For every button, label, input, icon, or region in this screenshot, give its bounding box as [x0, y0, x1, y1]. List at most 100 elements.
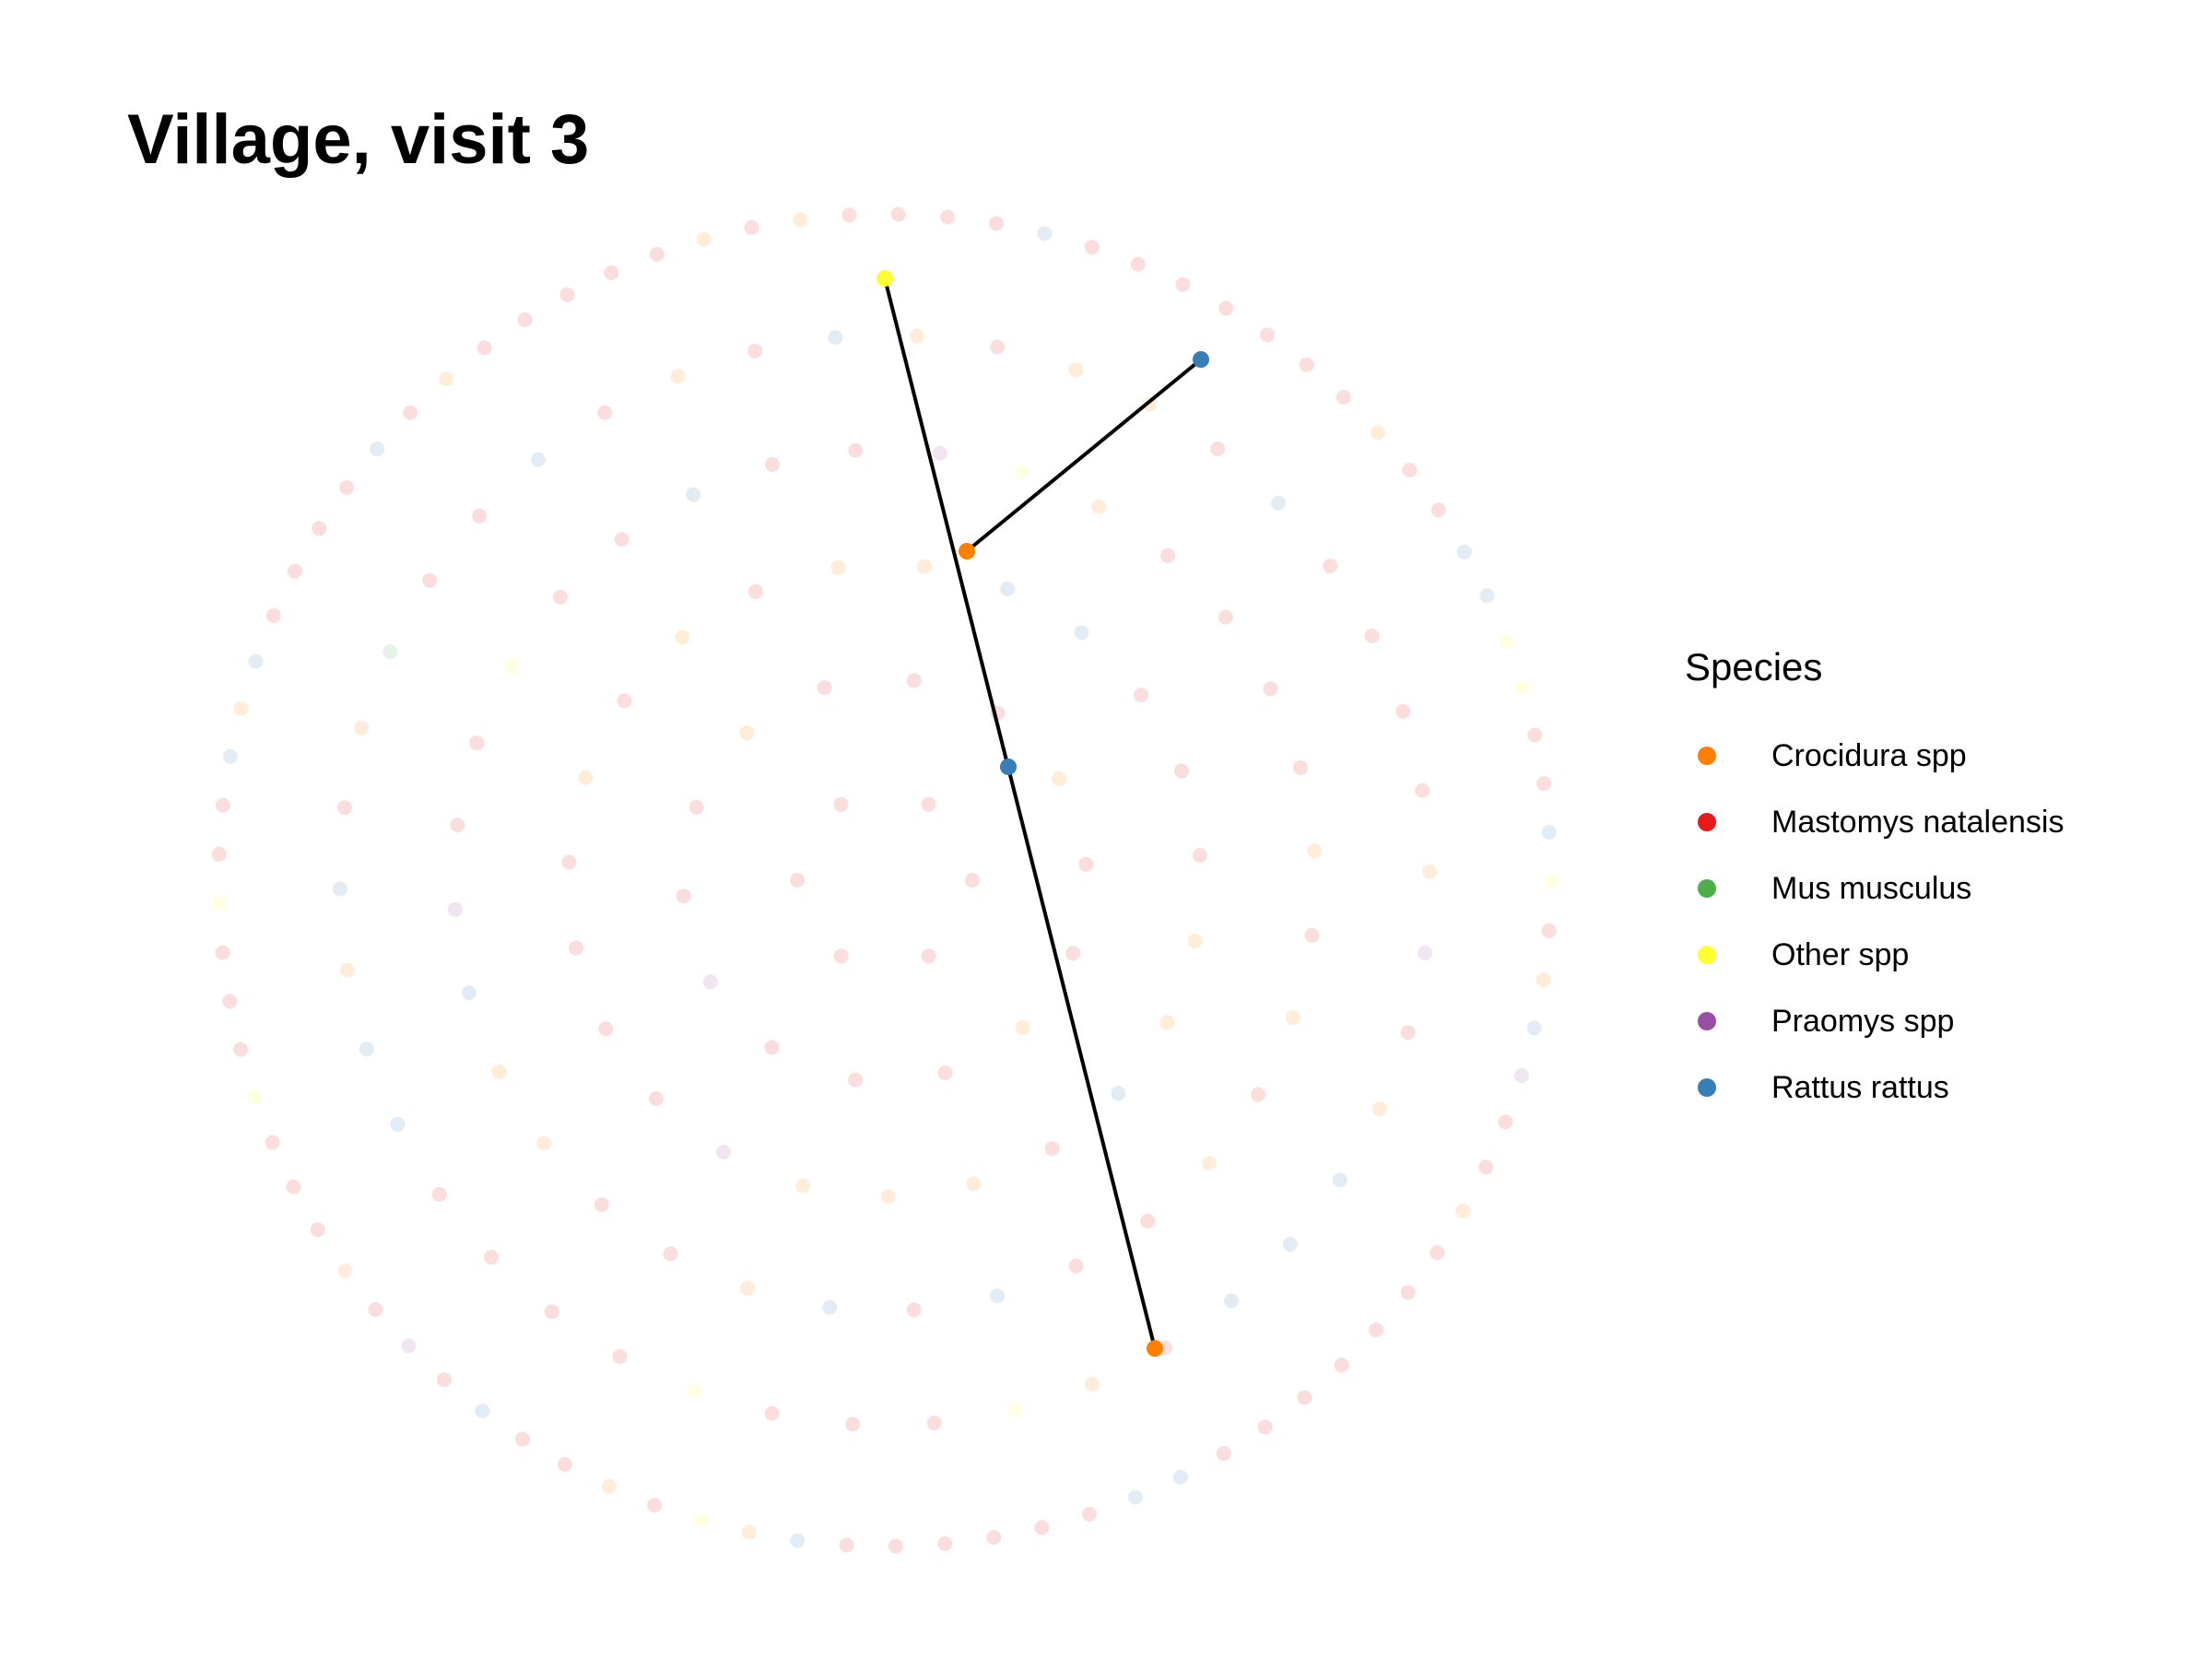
- node-faded: [1134, 688, 1149, 702]
- legend-label-mastomys: Mastomys natalensis: [1771, 804, 2065, 840]
- node-faded: [940, 209, 956, 225]
- node-faded: [469, 735, 485, 750]
- node-faded: [648, 1091, 664, 1106]
- node-faded: [1430, 1245, 1445, 1261]
- node-faded: [986, 1530, 1002, 1545]
- node-faded: [906, 1302, 922, 1318]
- node-faded: [601, 1478, 617, 1494]
- node-faded: [1193, 847, 1207, 863]
- node-highlighted: [877, 270, 893, 287]
- node-faded: [716, 1145, 731, 1160]
- node-faded: [1084, 1376, 1100, 1392]
- node-faded: [1526, 1020, 1542, 1036]
- node-faded: [1224, 1293, 1239, 1309]
- node-faded: [472, 508, 488, 524]
- node-faded: [233, 700, 249, 716]
- node-faded: [1371, 425, 1386, 441]
- node-faded: [744, 219, 759, 235]
- node-faded: [764, 1406, 780, 1421]
- node-faded: [578, 770, 594, 785]
- node-faded: [431, 1186, 447, 1202]
- node-faded: [686, 487, 701, 502]
- node-faded: [1543, 874, 1559, 889]
- node-faded: [462, 985, 477, 1001]
- legend-dot-rattus: [1698, 1078, 1716, 1097]
- node-faded: [491, 1064, 507, 1079]
- legend-dot-crocidura: [1698, 747, 1716, 765]
- node-faded: [1260, 327, 1276, 343]
- node-faded: [822, 1300, 838, 1315]
- node-faded: [439, 371, 454, 387]
- node-faded: [830, 559, 846, 575]
- node-faded: [536, 1135, 552, 1151]
- node-faded: [337, 800, 352, 816]
- node-faded: [233, 1041, 248, 1057]
- node-faded: [211, 846, 227, 862]
- node-faded: [597, 405, 613, 420]
- node-faded: [552, 589, 568, 605]
- node-faded: [1130, 256, 1146, 272]
- node-faded: [909, 328, 924, 344]
- node-faded: [222, 748, 238, 764]
- node-faded: [845, 1417, 861, 1432]
- node-faded: [475, 1403, 490, 1418]
- node-faded: [339, 962, 355, 978]
- node-faded: [1068, 362, 1084, 378]
- legend-label-mus: Mus musculus: [1771, 870, 1972, 906]
- node-faded: [1455, 1203, 1471, 1218]
- node-faded: [848, 442, 864, 458]
- legend-dot-other: [1698, 946, 1716, 964]
- node-faded: [1015, 1019, 1030, 1035]
- node-faded: [921, 796, 936, 812]
- legend-dot-mastomys: [1698, 813, 1716, 831]
- edge: [883, 277, 1157, 1349]
- node-faded: [1271, 495, 1286, 511]
- node-faded: [1078, 856, 1094, 872]
- legend-dot-praomys: [1698, 1012, 1716, 1030]
- node-faded: [916, 559, 932, 574]
- legend-item-other: Other spp: [1685, 922, 2064, 988]
- node-faded: [614, 532, 629, 547]
- node-faded: [598, 1021, 614, 1037]
- node-faded: [964, 873, 980, 888]
- node-faded: [617, 693, 632, 709]
- node-faded: [339, 480, 355, 495]
- node-faded: [989, 216, 1005, 231]
- node-faded: [790, 873, 806, 888]
- node-faded: [1251, 1087, 1266, 1102]
- node-faded: [937, 1065, 953, 1080]
- node-faded: [1111, 1086, 1126, 1101]
- node-faded: [248, 653, 264, 669]
- node-faded: [1084, 240, 1100, 255]
- legend-dot-mus: [1698, 879, 1716, 898]
- node-faded: [265, 607, 281, 623]
- node-faded: [1160, 547, 1176, 563]
- edges: [883, 277, 1203, 1349]
- node-faded: [1034, 1520, 1050, 1535]
- node-faded: [1187, 934, 1203, 948]
- node-faded: [833, 948, 849, 964]
- background-nodes: [211, 206, 1559, 1554]
- node-faded: [1371, 1101, 1387, 1116]
- node-faded: [828, 330, 843, 346]
- node-faded: [670, 369, 686, 384]
- node-highlighted: [1193, 351, 1209, 368]
- node-faded: [561, 854, 577, 870]
- node-faded: [1175, 276, 1191, 292]
- node-faded: [932, 445, 947, 461]
- node-faded: [793, 212, 808, 228]
- node-faded: [990, 339, 1006, 355]
- node-faded: [1400, 1025, 1416, 1041]
- node-faded: [747, 583, 763, 599]
- node-faded: [1091, 499, 1107, 514]
- node-faded: [739, 725, 755, 741]
- node-faded: [437, 1372, 452, 1387]
- node-faded: [265, 1135, 280, 1150]
- node-faded: [450, 818, 465, 833]
- node-faded: [676, 888, 691, 904]
- node-faded: [937, 1535, 953, 1551]
- legend-label-rattus: Rattus rattus: [1771, 1069, 1949, 1105]
- node-faded: [906, 673, 922, 688]
- node-faded: [1285, 1010, 1300, 1025]
- node-faded: [1418, 945, 1432, 960]
